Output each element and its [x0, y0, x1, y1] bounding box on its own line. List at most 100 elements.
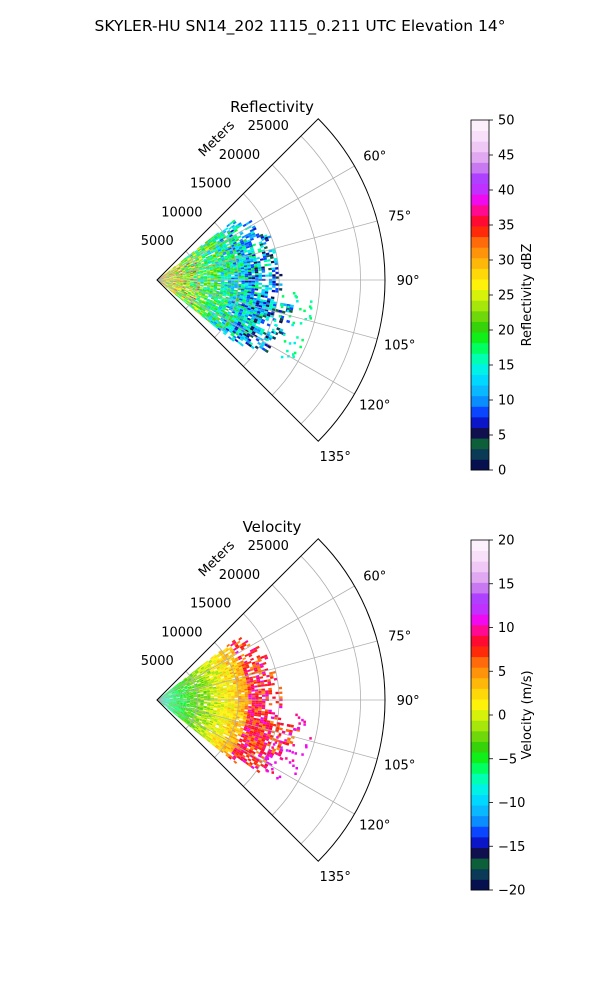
data-cell	[226, 663, 230, 667]
data-cell	[209, 710, 213, 713]
data-cell	[250, 265, 255, 269]
colorbar-swatch	[471, 741, 489, 753]
data-cell	[261, 713, 265, 716]
data-cell	[301, 718, 304, 722]
data-cell	[218, 295, 223, 298]
data-cell	[279, 283, 283, 286]
data-cell	[244, 672, 249, 675]
data-cell	[215, 657, 219, 661]
data-cell	[199, 298, 204, 301]
data-cell	[172, 705, 176, 707]
data-cell	[280, 303, 283, 306]
data-cell	[183, 257, 187, 261]
data-cell	[245, 321, 250, 325]
data-cell	[257, 292, 262, 295]
data-cell	[257, 746, 262, 751]
data-cell	[206, 692, 211, 694]
data-cell	[233, 321, 238, 325]
data-cell	[215, 319, 219, 323]
data-cell	[245, 747, 250, 752]
data-cell	[186, 262, 190, 265]
data-cell	[200, 252, 204, 255]
data-cell	[228, 668, 233, 672]
data-cell	[265, 696, 269, 699]
data-cell	[250, 308, 255, 312]
data-cell	[203, 702, 208, 704]
data-cell	[174, 270, 178, 273]
data-cell	[193, 694, 197, 696]
data-cell	[165, 694, 169, 697]
data-cell	[180, 712, 184, 715]
data-cell	[176, 696, 180, 698]
data-cell	[255, 724, 260, 727]
data-cell	[214, 277, 218, 279]
data-cell	[206, 290, 210, 292]
data-cell	[203, 252, 208, 255]
data-cell	[169, 688, 173, 691]
data-cell	[182, 287, 186, 290]
data-cell	[224, 697, 228, 700]
data-cell	[184, 298, 188, 302]
data-cell	[218, 251, 223, 255]
data-cell	[232, 680, 237, 683]
data-cell	[245, 312, 250, 316]
data-cell	[209, 315, 214, 319]
azimuth-spoke	[156, 165, 355, 281]
data-cell	[210, 696, 215, 698]
data-cell	[270, 260, 275, 264]
data-cell	[168, 285, 172, 287]
data-cell	[188, 689, 193, 691]
data-cell	[184, 686, 188, 688]
data-cell	[202, 734, 206, 738]
data-cell	[199, 678, 204, 682]
data-cell	[227, 288, 231, 291]
data-cell	[194, 308, 198, 311]
data-cell	[239, 240, 244, 244]
data-cell	[186, 697, 191, 698]
data-cell	[244, 268, 248, 271]
data-cell	[220, 317, 225, 321]
data-cell	[240, 685, 244, 688]
data-cell	[203, 672, 208, 675]
data-cell	[270, 312, 275, 316]
data-cell	[203, 286, 207, 289]
data-cell	[196, 253, 200, 256]
data-cell	[227, 325, 232, 329]
data-cell	[210, 657, 215, 661]
data-cell	[215, 237, 219, 241]
data-cell	[240, 689, 245, 691]
data-cell	[242, 299, 247, 302]
data-cell	[255, 314, 260, 318]
colorbar-swatch	[471, 635, 489, 647]
data-cell	[213, 710, 217, 713]
data-cell	[233, 711, 238, 714]
data-cell	[169, 283, 173, 285]
data-cell	[237, 710, 241, 713]
data-cell	[180, 292, 184, 295]
data-cell	[233, 647, 237, 651]
data-cell	[206, 719, 211, 722]
data-cell	[178, 270, 182, 273]
data-cell	[193, 703, 197, 705]
data-cell	[199, 299, 203, 302]
data-cell	[249, 747, 254, 751]
data-cell	[245, 719, 250, 723]
data-cell	[224, 678, 229, 681]
data-cell	[255, 758, 260, 762]
data-cell	[255, 702, 259, 705]
data-cell	[180, 711, 184, 714]
data-cell	[179, 684, 183, 687]
data-cell	[261, 702, 266, 706]
data-cell	[186, 715, 190, 718]
data-cell	[164, 272, 168, 275]
data-cell	[186, 277, 191, 279]
data-cell	[237, 692, 242, 695]
data-cell	[210, 257, 214, 261]
data-cell	[203, 298, 207, 301]
data-cell	[247, 713, 251, 716]
data-cell	[257, 657, 262, 661]
data-cell	[256, 732, 261, 736]
data-cell	[230, 292, 234, 294]
data-cell	[260, 665, 264, 669]
data-cell	[176, 698, 180, 700]
